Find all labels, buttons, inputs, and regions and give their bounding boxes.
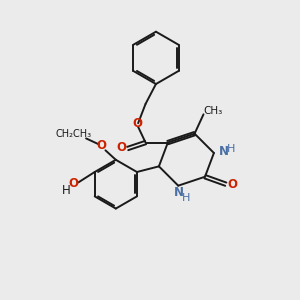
Text: N: N — [174, 186, 184, 199]
Text: O: O — [227, 178, 237, 191]
Text: H: H — [61, 184, 70, 197]
Text: CH₂CH₃: CH₂CH₃ — [56, 129, 92, 139]
Text: CH₃: CH₃ — [203, 106, 223, 116]
Text: H: H — [227, 144, 235, 154]
Text: O: O — [68, 177, 78, 190]
Text: O: O — [116, 141, 126, 154]
Text: O: O — [133, 117, 142, 130]
Text: O: O — [96, 139, 106, 152]
Text: H: H — [182, 193, 190, 203]
Text: N: N — [218, 145, 228, 158]
